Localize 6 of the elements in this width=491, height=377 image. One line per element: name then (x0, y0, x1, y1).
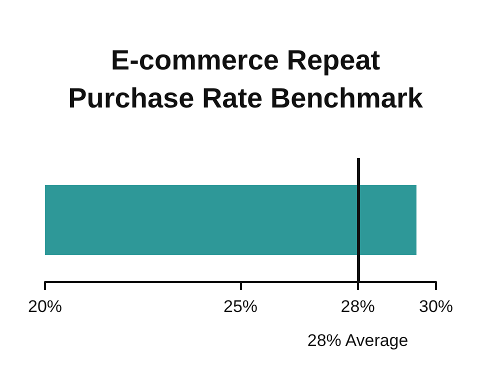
chart-title: E-commerce Repeat Purchase Rate Benchmark (68, 44, 424, 114)
ref-line-label: 28% Average (307, 331, 408, 350)
x-tick-label: 28% (340, 297, 375, 316)
x-tick-label: 25% (223, 297, 258, 316)
x-tick-label: 30% (418, 297, 454, 316)
x-tick-label: 20% (28, 297, 62, 316)
